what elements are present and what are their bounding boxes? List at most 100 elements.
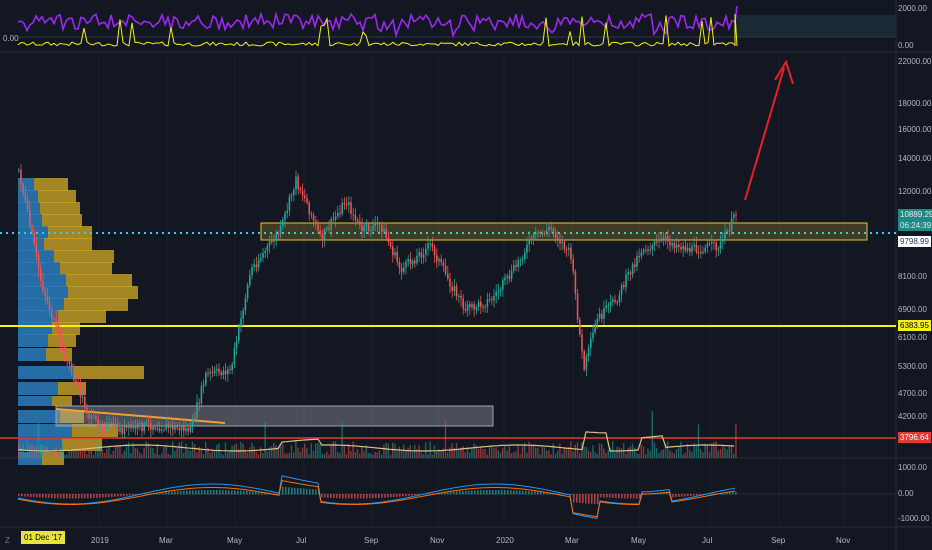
macd-histogram-bar	[21, 494, 23, 497]
candle-body	[114, 423, 117, 429]
macd-histogram-bar	[588, 494, 590, 504]
candle-body	[266, 245, 269, 252]
volume-bar	[275, 445, 277, 458]
macd-histogram-bar	[330, 494, 332, 498]
candle-body	[172, 425, 174, 430]
macd-histogram-bar	[426, 493, 428, 495]
candle-body	[521, 259, 524, 261]
candle-body	[229, 369, 231, 371]
volume-profile-bar	[18, 396, 52, 406]
volume-bar	[385, 443, 387, 458]
volume-bar	[150, 447, 152, 458]
candle-body	[671, 242, 673, 246]
macd-histogram-bar	[204, 490, 206, 495]
volume-bar	[422, 454, 425, 458]
volume-bar	[671, 452, 673, 458]
candle-body	[519, 259, 522, 261]
volume-bar	[510, 453, 513, 458]
candle-body	[444, 265, 447, 274]
macd-histogram-bar	[366, 494, 368, 499]
indicator-yellow-line	[17, 13, 738, 47]
macd-histogram-bar	[126, 494, 128, 496]
candle-body	[570, 247, 572, 260]
volume-bar	[125, 444, 128, 458]
volume-bar	[264, 421, 266, 458]
volume-bar	[596, 453, 598, 458]
macd-histogram-bar	[72, 494, 74, 499]
candle-body	[565, 248, 568, 250]
time-axis-label: Mar	[565, 536, 579, 545]
candle-body	[526, 244, 528, 253]
macd-histogram-bar	[93, 494, 95, 499]
volume-bar	[53, 448, 55, 458]
macd-histogram-bar	[243, 490, 245, 495]
macd-histogram-bar	[114, 494, 116, 497]
macd-histogram-bar	[129, 494, 131, 496]
candle-body	[689, 248, 691, 253]
volume-bar	[724, 447, 726, 458]
volume-bar	[554, 453, 557, 458]
candle-body	[499, 289, 502, 292]
candle-body	[708, 243, 711, 245]
volume-bar	[625, 454, 627, 458]
volume-bar	[191, 441, 194, 458]
candle-body	[242, 310, 244, 319]
macd-histogram-bar	[531, 491, 533, 495]
candle-body	[389, 242, 392, 247]
candle-body	[460, 295, 462, 299]
volume-bar	[343, 445, 345, 458]
candle-body	[394, 252, 396, 256]
candle-body	[29, 209, 31, 226]
macd-histogram-bar	[336, 494, 338, 499]
candle-body	[416, 255, 418, 264]
candle-body	[455, 286, 458, 297]
volume-bar	[559, 443, 561, 458]
candle-body	[361, 224, 363, 232]
macd-histogram-bar	[672, 494, 674, 498]
candle-body	[37, 254, 40, 270]
macd-histogram-bar	[297, 488, 299, 495]
candle-body	[471, 304, 473, 308]
macd-histogram-bar	[81, 494, 83, 499]
volume-bar	[306, 447, 308, 458]
volume-moving-average	[17, 431, 735, 452]
candle-body	[684, 245, 687, 251]
volume-bar	[246, 452, 249, 458]
volume-bar	[319, 444, 321, 458]
volume-bar	[227, 452, 229, 458]
candle-body	[231, 364, 233, 371]
volume-bar	[86, 454, 88, 458]
volume-bar	[431, 454, 433, 458]
volume-bar	[290, 445, 293, 458]
volume-bar	[647, 448, 649, 458]
candle-body	[20, 169, 22, 185]
volume-bar	[220, 452, 222, 458]
volume-bar	[145, 441, 147, 458]
macd-histogram-bar	[621, 494, 623, 499]
candle-body	[462, 298, 464, 309]
volume-bar	[585, 447, 587, 458]
volume-bar	[605, 452, 607, 458]
macd-histogram-bar	[90, 494, 92, 499]
candle-body	[75, 380, 77, 383]
volume-bar	[407, 447, 409, 458]
volume-bar	[123, 450, 125, 458]
volume-bar	[620, 448, 623, 458]
volume-bar	[143, 447, 145, 458]
macd-histogram-bar	[30, 494, 32, 497]
volume-bar	[183, 452, 185, 458]
volume-bar	[704, 443, 706, 458]
volume-bar	[33, 446, 35, 458]
candle-body	[330, 218, 332, 230]
candle-body	[24, 192, 27, 200]
candle-body	[334, 216, 337, 220]
candle-body	[238, 326, 240, 342]
candle-body	[405, 261, 407, 268]
macd-histogram-bar	[75, 494, 77, 499]
candle-body	[343, 202, 346, 205]
candle-body	[515, 265, 517, 267]
macd-histogram-bar	[159, 492, 161, 495]
candle-body	[537, 232, 539, 234]
candle-body	[414, 260, 416, 264]
